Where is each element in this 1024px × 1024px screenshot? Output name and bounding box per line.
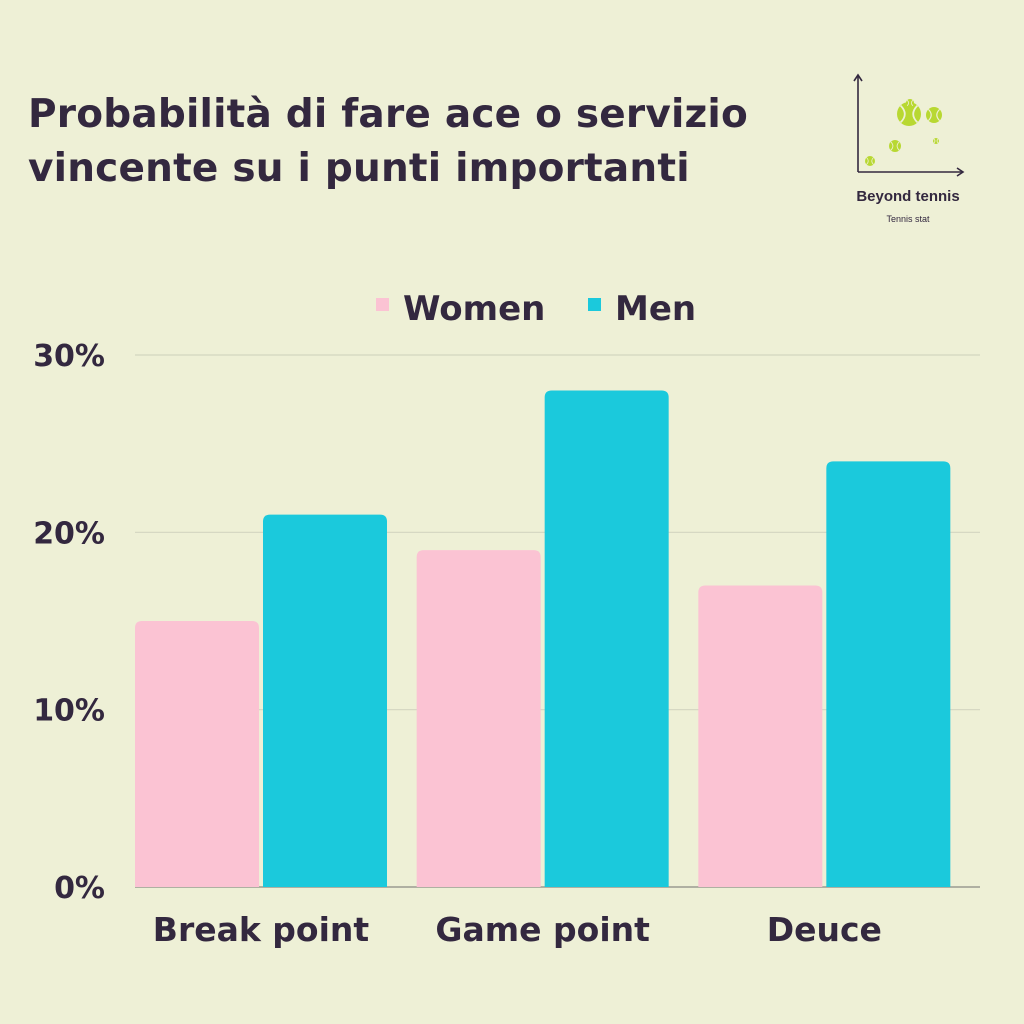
y-axis-ticks: 0% 10% 20% 30% bbox=[33, 339, 105, 906]
tennis-balls-scatter-icon bbox=[853, 73, 965, 177]
legend-swatch-men bbox=[588, 298, 601, 311]
bar-men-break-point bbox=[263, 514, 387, 887]
bar-men-game-point bbox=[544, 390, 669, 887]
y-tick-label: 0% bbox=[54, 871, 105, 906]
y-tick-label: 10% bbox=[33, 694, 105, 729]
x-category-label: Deuce bbox=[767, 910, 882, 949]
bar-men-deuce bbox=[826, 461, 951, 887]
legend-label-men: Men bbox=[615, 289, 696, 329]
chart-legend: Women Men bbox=[376, 289, 696, 329]
brand-subtitle: Tennis stat bbox=[886, 214, 930, 224]
y-tick-label: 30% bbox=[33, 339, 105, 374]
brand-name: Beyond tennis bbox=[856, 188, 960, 205]
brand-logo: Beyond tennis Tennis stat bbox=[848, 70, 978, 230]
y-tick-label: 20% bbox=[33, 516, 105, 551]
legend-swatch-women bbox=[376, 298, 389, 311]
bar-women-game-point bbox=[416, 550, 541, 887]
bar-women-break-point bbox=[135, 621, 259, 887]
chart-title-line-1: Probabilità di fare ace o servizio bbox=[28, 92, 748, 137]
chart-bars bbox=[135, 390, 951, 887]
x-axis-categories: Break point Game point Deuce bbox=[153, 910, 882, 949]
chart-title-line-2: vincente su i punti importanti bbox=[28, 146, 690, 191]
x-category-label: Break point bbox=[153, 910, 370, 949]
bar-women-deuce bbox=[698, 585, 823, 887]
legend-label-women: Women bbox=[403, 289, 545, 329]
chart-title: Probabilità di fare ace o servizio vince… bbox=[28, 88, 848, 196]
x-category-label: Game point bbox=[435, 910, 650, 949]
